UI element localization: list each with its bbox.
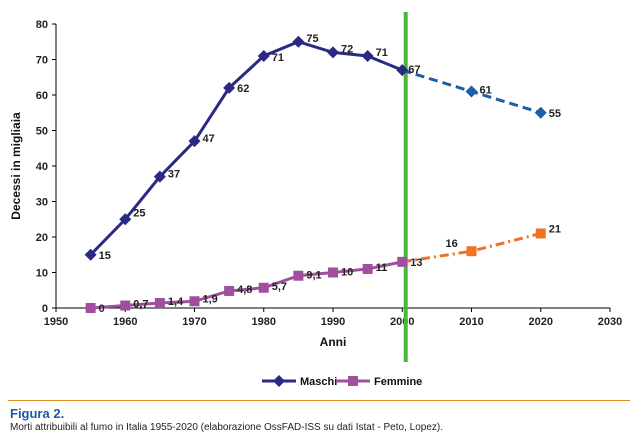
femmine-observed-line (90, 260, 403, 310)
maschi-value-label: 47 (203, 133, 215, 145)
y-tick-label: 20 (36, 232, 48, 244)
maschi-point (153, 170, 166, 183)
femmine-point (189, 296, 200, 307)
maschi-observed-line (89, 40, 403, 256)
y-tick-label: 40 (36, 161, 48, 173)
femmine-value-label: 11 (376, 262, 388, 274)
maschi-point (396, 64, 409, 77)
x-tick-label: 2030 (598, 316, 622, 328)
femmine-projected-point (535, 228, 546, 239)
maschi-projected-value-label: 61 (480, 84, 492, 96)
x-tick-label: 1970 (182, 316, 206, 328)
femmine-point (362, 263, 373, 274)
maschi-value-label: 71 (272, 52, 284, 64)
maschi-value-label: 75 (306, 33, 318, 45)
maschi-point (223, 81, 236, 94)
femmine-value-label: 0,7 (133, 299, 148, 311)
y-tick-label: 0 (42, 303, 48, 315)
maschi-value-label: 71 (376, 47, 388, 59)
femmine-value-label: 13 (410, 257, 422, 269)
x-tick-label: 1960 (113, 316, 137, 328)
femmine-projected-point (466, 246, 477, 257)
maschi-point (292, 35, 305, 48)
legend-femmine-label: Femmine (374, 376, 422, 388)
maschi-value-label: 72 (341, 43, 353, 55)
maschi-projected-point (534, 106, 547, 119)
y-axis-title: Decessi in migliaia (9, 112, 23, 220)
femmine-value-label: 9,1 (306, 270, 321, 282)
x-tick-label: 1990 (321, 316, 345, 328)
maschi-value-label: 62 (237, 83, 249, 95)
maschi-point (361, 49, 374, 62)
y-tick-label: 10 (36, 268, 48, 280)
legend-femmine-marker (348, 376, 358, 386)
maschi-point (257, 49, 270, 62)
femmine-projected-value-label: 16 (446, 238, 458, 250)
maschi-point (188, 135, 201, 148)
femmine-point (85, 303, 96, 313)
femmine-value-label: 0 (99, 303, 105, 315)
legend-maschi-marker (273, 375, 285, 387)
femmine-point (293, 270, 304, 281)
maschi-value-label: 37 (168, 169, 180, 181)
femmine-point (224, 285, 235, 296)
femmine-point (258, 282, 269, 293)
maschi-point (84, 248, 97, 261)
maschi-value-label: 67 (408, 64, 420, 76)
maschi-point (119, 213, 132, 226)
maschi-projected-value-label: 55 (549, 108, 561, 120)
maschi-projected-point (465, 85, 478, 98)
y-tick-label: 30 (36, 197, 48, 209)
figure-caption: Morti attribuibili al fumo in Italia 195… (10, 422, 443, 433)
femmine-value-label: 4,8 (237, 284, 252, 296)
femmine-point (154, 298, 165, 309)
x-axis-title: Anni (320, 335, 347, 349)
femmine-point (397, 256, 408, 267)
y-tick-label: 60 (36, 90, 48, 102)
x-tick-label: 1950 (44, 316, 68, 328)
x-tick-label: 1980 (252, 316, 276, 328)
caption-divider (8, 400, 630, 401)
femmine-value-label: 1,4 (168, 296, 184, 308)
femmine-value-label: 10 (341, 267, 353, 279)
femmine-point (120, 300, 131, 311)
x-tick-label: 2000 (390, 316, 414, 328)
y-tick-label: 50 (36, 126, 48, 138)
maschi-value-label: 15 (99, 250, 111, 262)
femmine-point (328, 267, 338, 278)
femmine-projected-value-label: 21 (549, 223, 561, 235)
maschi-value-label: 25 (133, 207, 145, 219)
femmine-value-label: 1,9 (203, 293, 218, 305)
y-tick-label: 80 (36, 19, 48, 31)
x-tick-label: 2010 (459, 316, 483, 328)
x-tick-label: 2020 (529, 316, 553, 328)
maschi-point (327, 46, 339, 59)
y-tick-label: 70 (36, 55, 48, 67)
legend-maschi-label: Maschi (300, 376, 337, 388)
femmine-value-label: 5,7 (272, 281, 287, 293)
figure-title: Figura 2. (10, 406, 65, 421)
